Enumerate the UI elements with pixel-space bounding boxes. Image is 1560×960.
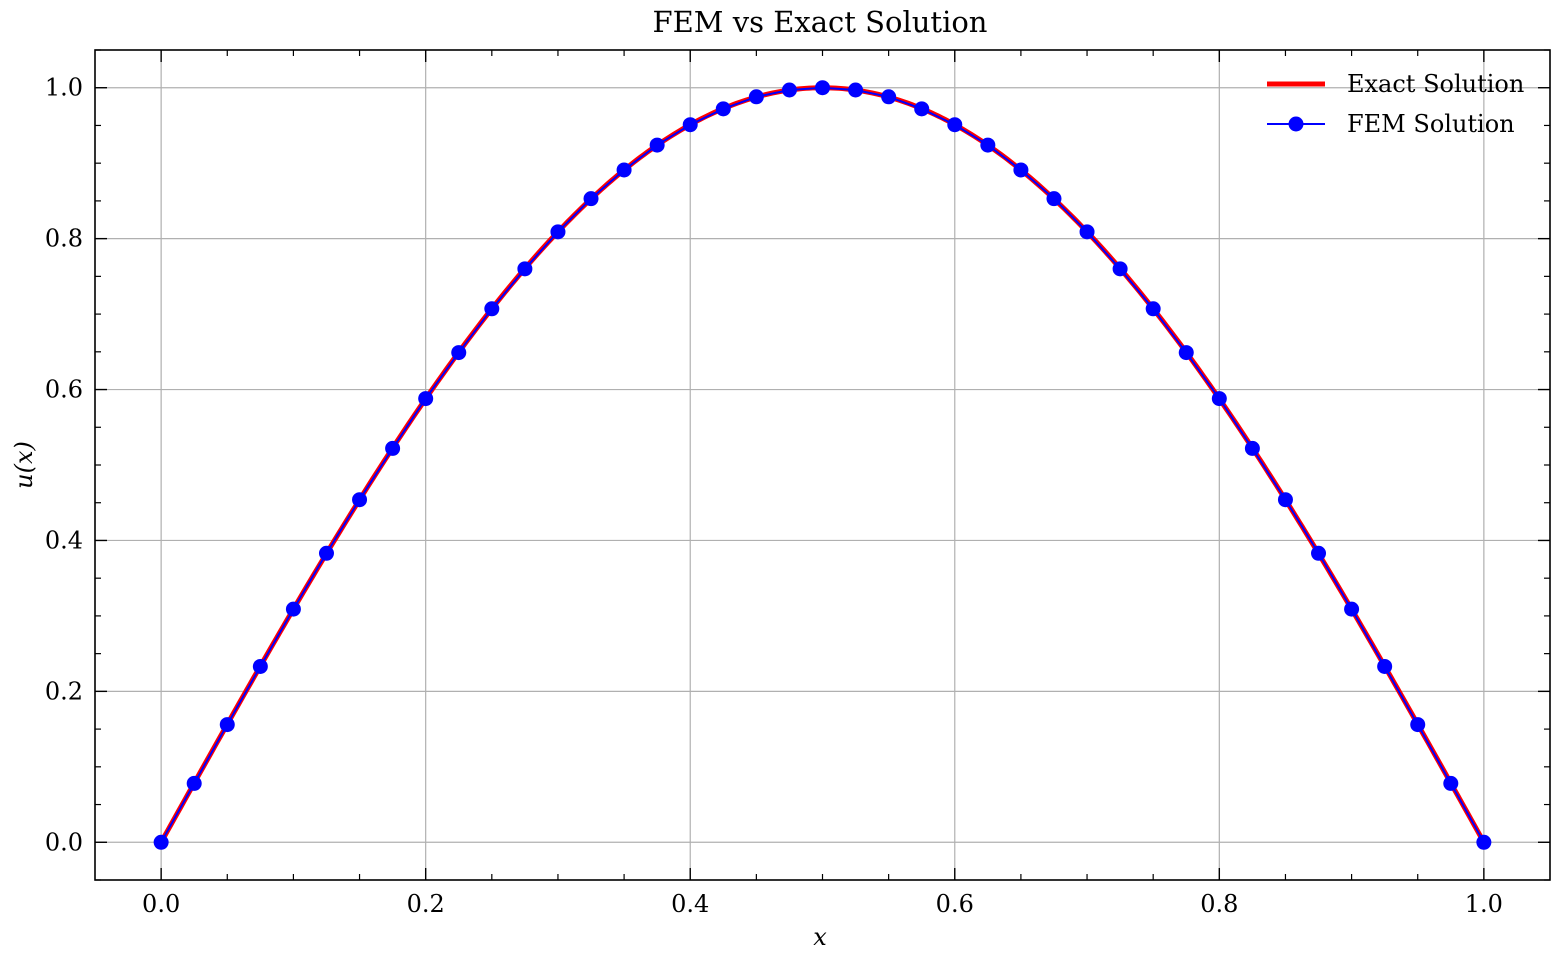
fem-point (1410, 717, 1426, 733)
fem-point (1145, 301, 1161, 317)
y-tick-label: 0.0 (45, 828, 83, 856)
y-tick-label: 0.2 (45, 677, 83, 705)
fem-point (1476, 834, 1492, 850)
fem-point (616, 162, 632, 178)
fem-point (947, 117, 963, 133)
fem-point (153, 834, 169, 850)
y-tick-label: 1.0 (45, 74, 83, 102)
fem-point (484, 301, 500, 317)
x-tick-label: 0.2 (407, 890, 445, 918)
legend-fem-label: FEM Solution (1347, 110, 1515, 138)
fem-point (715, 101, 731, 117)
x-tick-label: 0.0 (142, 890, 180, 918)
fem-point (1244, 440, 1260, 456)
chart-title: FEM vs Exact Solution (653, 5, 988, 39)
fem-point (1112, 261, 1128, 277)
fem-point (781, 82, 797, 98)
fem-point (451, 345, 467, 361)
x-axis-label: x (813, 923, 827, 951)
grid (95, 50, 1550, 880)
fem-point (1046, 191, 1062, 207)
fem-point (748, 89, 764, 105)
axis-ticks: 0.0 0.2 0.4 0.6 0.8 1.0 0.0 0.2 0.4 0.6 0.8 1.0 (45, 49, 1550, 918)
y-tick-label: 0.8 (45, 225, 83, 253)
fem-point (881, 89, 897, 105)
x-tick-label: 0.4 (671, 890, 709, 918)
x-tick-label: 0.8 (1200, 890, 1238, 918)
series-layer (153, 80, 1492, 850)
fem-point (1277, 492, 1293, 508)
fem-point (980, 137, 996, 153)
exact-solution-line (158, 85, 1487, 844)
fem-point (1211, 391, 1227, 407)
y-tick-label: 0.4 (45, 526, 83, 554)
fem-point (318, 545, 334, 561)
fem-point (517, 261, 533, 277)
fem-point (252, 658, 268, 674)
fem-point (815, 80, 830, 96)
fem-point (186, 775, 202, 791)
legend-exact-label: Exact Solution (1347, 70, 1524, 98)
fem-point (583, 191, 599, 207)
fem-point (352, 492, 368, 508)
fem-point (1311, 545, 1327, 561)
fem-point (1178, 345, 1194, 361)
y-tick-label: 0.6 (45, 376, 83, 404)
fem-point (418, 391, 434, 407)
fem-point (1344, 601, 1360, 617)
fem-point (1079, 224, 1095, 240)
fem-point (848, 82, 864, 98)
fem-point (219, 717, 235, 733)
fem-point (914, 101, 930, 117)
fem-solution-line (160, 86, 1485, 843)
plot-area-frame (94, 49, 1551, 881)
fem-point (1443, 775, 1459, 791)
legend: Exact Solution FEM Solution (1267, 70, 1524, 138)
fem-point (1377, 658, 1393, 674)
legend-fem-marker (1288, 116, 1304, 132)
fem-point (1013, 162, 1029, 178)
fem-point (682, 117, 698, 133)
fem-point (285, 601, 301, 617)
x-tick-label: 0.6 (936, 890, 974, 918)
fem-point (649, 137, 665, 153)
x-tick-label: 1.0 (1465, 890, 1503, 918)
fem-point (385, 440, 401, 456)
fem-point (550, 224, 566, 240)
y-axis-label: u(x) (10, 441, 38, 489)
